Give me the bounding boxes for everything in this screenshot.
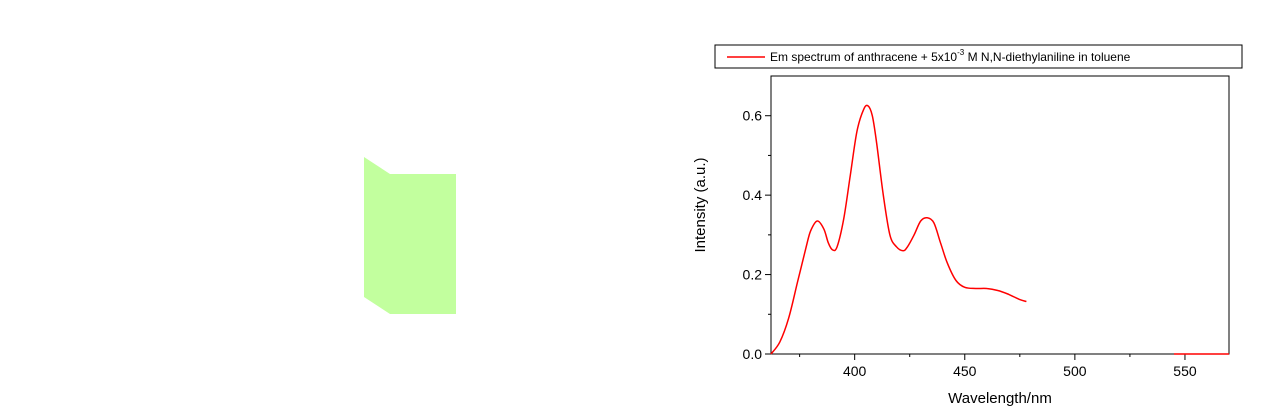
x-axis-title: Wavelength/nm bbox=[948, 390, 1052, 407]
x-tick-label: 550 bbox=[1173, 363, 1197, 379]
y-tick-label: 0.6 bbox=[743, 108, 763, 124]
y-tick-label: 0.4 bbox=[743, 187, 763, 203]
y-tick-label: 0.2 bbox=[743, 267, 763, 283]
legend: Em spectrum of anthracene + 5x10-3 M N,N… bbox=[714, 44, 1243, 69]
series-layer bbox=[770, 104, 1229, 355]
axes-box bbox=[770, 75, 1230, 355]
y-axis: 0.0 0.2 0.4 0.6 bbox=[743, 108, 771, 362]
x-tick-label: 400 bbox=[843, 363, 867, 379]
x-axis: 400 450 500 550 bbox=[799, 354, 1197, 379]
x-tick-label: 450 bbox=[953, 363, 977, 379]
legend-prefix: Em spectrum of anthracene + 5x10 bbox=[770, 50, 957, 64]
y-axis-title: Intensity (a.u.) bbox=[692, 157, 709, 252]
x-tick-label: 500 bbox=[1063, 363, 1087, 379]
legend-box bbox=[714, 44, 1243, 69]
series-line-0 bbox=[770, 104, 1027, 355]
legend-exponent: -3 bbox=[957, 48, 965, 57]
cuvette-shape bbox=[364, 157, 456, 314]
plot-frame bbox=[770, 75, 1230, 355]
y-tick-label: 0.0 bbox=[743, 346, 763, 362]
legend-suffix: M N,N-diethylaniline in toluene bbox=[964, 50, 1130, 64]
legend-label: Em spectrum of anthracene + 5x10-3 M N,N… bbox=[770, 48, 1131, 64]
